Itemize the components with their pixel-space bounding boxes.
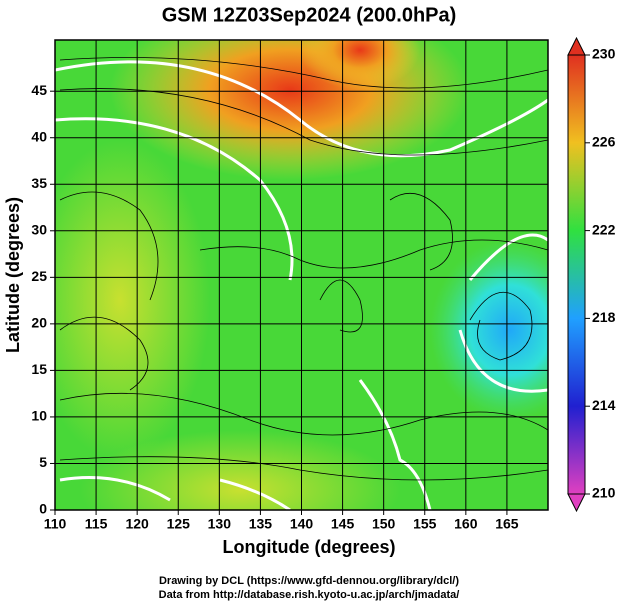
x-tick-label: 110 (44, 516, 67, 532)
y-tick-label: 20 (31, 315, 47, 331)
colorbar-tick-label: 214 (592, 397, 616, 413)
y-tick-label: 30 (31, 221, 47, 237)
y-tick-label: 10 (31, 408, 47, 424)
x-tick-label: 155 (413, 516, 437, 532)
y-tick-label: 0 (39, 501, 47, 517)
x-tick-label: 165 (495, 516, 519, 532)
y-axis-label: Latitude (degrees) (3, 197, 23, 353)
y-tick-label: 25 (31, 268, 47, 284)
x-tick-label: 130 (208, 516, 232, 532)
streamlines (59, 57, 548, 481)
colorbar-tick-label: 210 (592, 485, 616, 501)
x-axis-label: Longitude (degrees) (222, 537, 395, 557)
credit: Data from http://database.rish.kyoto-u.a… (159, 589, 460, 601)
colorbar-tick-label: 226 (592, 134, 616, 150)
x-tick-label: 145 (331, 516, 355, 532)
colorbar-extend (567, 36, 586, 56)
grid (54, 40, 548, 511)
colorbar-tick-label: 230 (592, 46, 616, 62)
x-tick-label: 160 (454, 516, 478, 532)
y-tick-label: 15 (31, 361, 47, 377)
colorbar-tick-label: 222 (592, 221, 616, 237)
colorbar-tick-label: 218 (592, 309, 616, 325)
y-tick-label: 5 (39, 454, 47, 470)
x-tick-label: 115 (85, 516, 108, 532)
y-tick-label: 40 (31, 128, 47, 144)
credit: Drawing by DCL (https://www.gfd-dennou.o… (159, 575, 459, 587)
x-tick-label: 150 (372, 516, 396, 532)
x-tick-label: 120 (125, 516, 149, 532)
x-tick-label: 135 (249, 516, 273, 532)
field (55, 40, 548, 510)
colorbar-extend (567, 493, 586, 513)
colorbar (567, 54, 586, 495)
x-tick-label: 125 (167, 516, 191, 532)
x-tick-label: 140 (290, 516, 314, 532)
y-tick-label: 35 (31, 175, 47, 191)
y-tick-label: 45 (31, 82, 47, 98)
chart-title: GSM 12Z03Sep2024 (200.0hPa) (162, 4, 457, 26)
